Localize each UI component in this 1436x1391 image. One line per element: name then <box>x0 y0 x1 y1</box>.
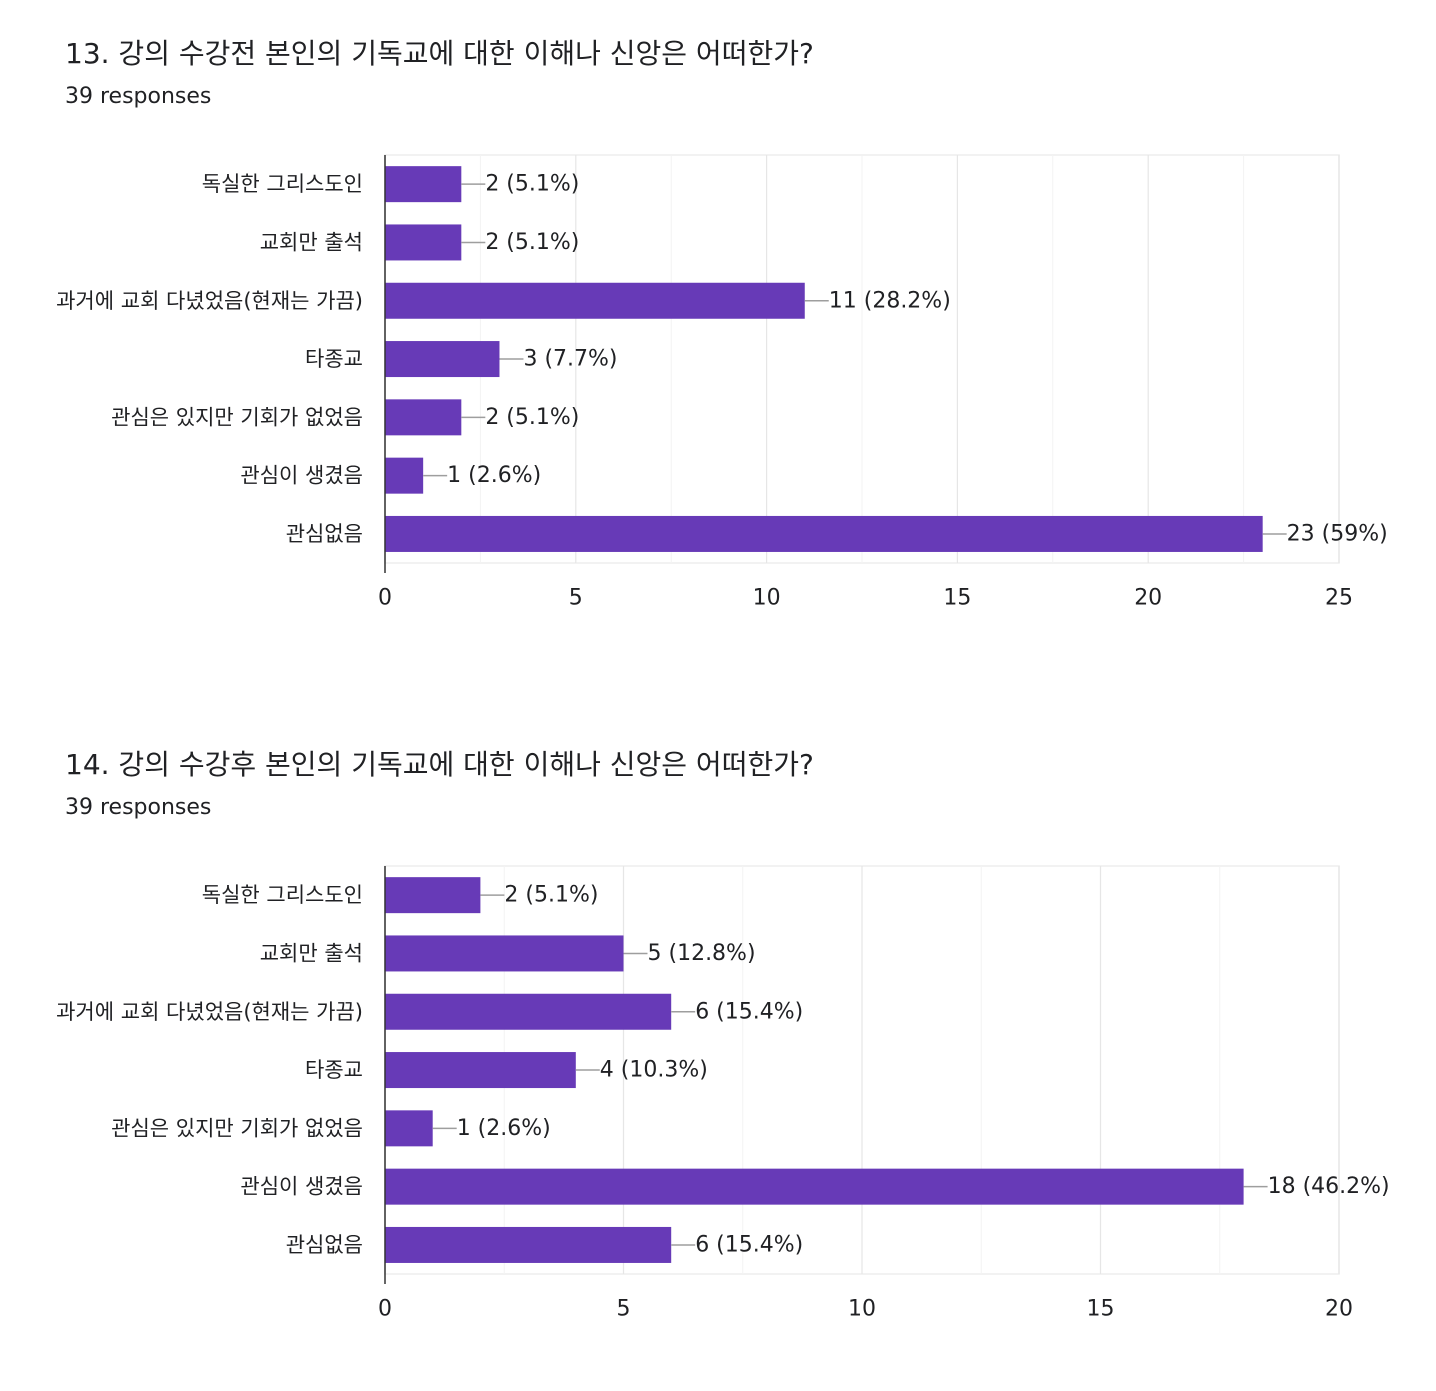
data-label: 1 (2.6%) <box>447 463 541 488</box>
data-label: 11 (28.2%) <box>829 288 951 313</box>
x-tick-label: 10 <box>753 586 781 611</box>
response-count: 39 responses <box>65 84 212 109</box>
x-tick-label: 10 <box>848 1297 876 1322</box>
category-label: 관심이 생겼음 <box>240 1175 363 1199</box>
data-label: 18 (46.2%) <box>1268 1174 1390 1199</box>
bar <box>385 1052 576 1089</box>
data-label: 2 (5.1%) <box>485 405 579 430</box>
data-label: 4 (10.3%) <box>600 1058 708 1083</box>
bar <box>385 1110 433 1147</box>
chart-title: 14. 강의 수강후 본인의 기독교에 대한 이해나 신앙은 어떠한가? <box>65 748 814 781</box>
data-label: 23 (59%) <box>1287 521 1388 546</box>
x-tick-label: 5 <box>617 1297 631 1322</box>
bar <box>385 224 462 261</box>
category-label: 타종교 <box>305 1058 363 1082</box>
bar-chart: 2 (5.1%) 독실한 그리스도인 5 (12.8%) 교회만 출석 6 (15.4%… <box>56 865 1390 1322</box>
bar <box>385 399 462 436</box>
x-tick-label: 20 <box>1134 586 1162 611</box>
bar <box>385 1168 1244 1205</box>
category-label: 관심없음 <box>286 1233 363 1257</box>
data-label: 6 (15.4%) <box>695 999 803 1024</box>
data-label: 2 (5.1%) <box>485 230 579 255</box>
category-label: 교회만 출석 <box>260 941 363 965</box>
category-label: 독실한 그리스도인 <box>202 172 363 196</box>
category-label: 과거에 교회 다녔었음(현재는 가끔) <box>56 1000 363 1024</box>
category-label: 관심은 있지만 기회가 없었음 <box>111 405 363 429</box>
bar <box>385 341 500 378</box>
bar <box>385 1226 672 1263</box>
category-label: 과거에 교회 다녔었음(현재는 가끔) <box>56 289 363 313</box>
category-label: 관심은 있지만 기회가 없었음 <box>111 1116 363 1140</box>
response-count: 39 responses <box>65 795 212 820</box>
bar <box>385 282 805 319</box>
data-label: 1 (2.6%) <box>457 1116 551 1141</box>
x-tick-label: 5 <box>569 586 583 611</box>
data-label: 3 (7.7%) <box>523 347 617 372</box>
data-label: 6 (15.4%) <box>695 1232 803 1257</box>
bar <box>385 457 424 494</box>
bar <box>385 935 624 972</box>
x-tick-label: 15 <box>1087 1297 1115 1322</box>
x-tick-label: 0 <box>378 586 392 611</box>
x-tick-label: 25 <box>1325 586 1353 611</box>
data-label: 2 (5.1%) <box>504 883 598 908</box>
chart-panel-13: 13. 강의 수강전 본인의 기독교에 대한 이해나 신앙은 어떠한가? 39 … <box>0 0 1436 680</box>
category-label: 교회만 출석 <box>260 230 363 254</box>
x-tick-label: 0 <box>378 1297 392 1322</box>
x-tick-label: 15 <box>943 586 971 611</box>
category-label: 관심없음 <box>286 522 363 546</box>
bar-chart: 2 (5.1%) 독실한 그리스도인 2 (5.1%) 교회만 출석 11 (28.2%… <box>56 154 1388 611</box>
category-label: 타종교 <box>305 347 363 371</box>
x-tick-label: 20 <box>1325 1297 1353 1322</box>
bar <box>385 166 462 203</box>
data-label: 2 (5.1%) <box>485 172 579 197</box>
chart-title: 13. 강의 수강전 본인의 기독교에 대한 이해나 신앙은 어떠한가? <box>65 37 814 70</box>
bar <box>385 515 1263 552</box>
bar <box>385 993 672 1030</box>
data-label: 5 (12.8%) <box>648 941 756 966</box>
bar <box>385 877 481 914</box>
category-label: 독실한 그리스도인 <box>202 883 363 907</box>
category-label: 관심이 생겼음 <box>240 464 363 488</box>
chart-panel-14: 14. 강의 수강후 본인의 기독교에 대한 이해나 신앙은 어떠한가? 39 … <box>0 711 1436 1391</box>
